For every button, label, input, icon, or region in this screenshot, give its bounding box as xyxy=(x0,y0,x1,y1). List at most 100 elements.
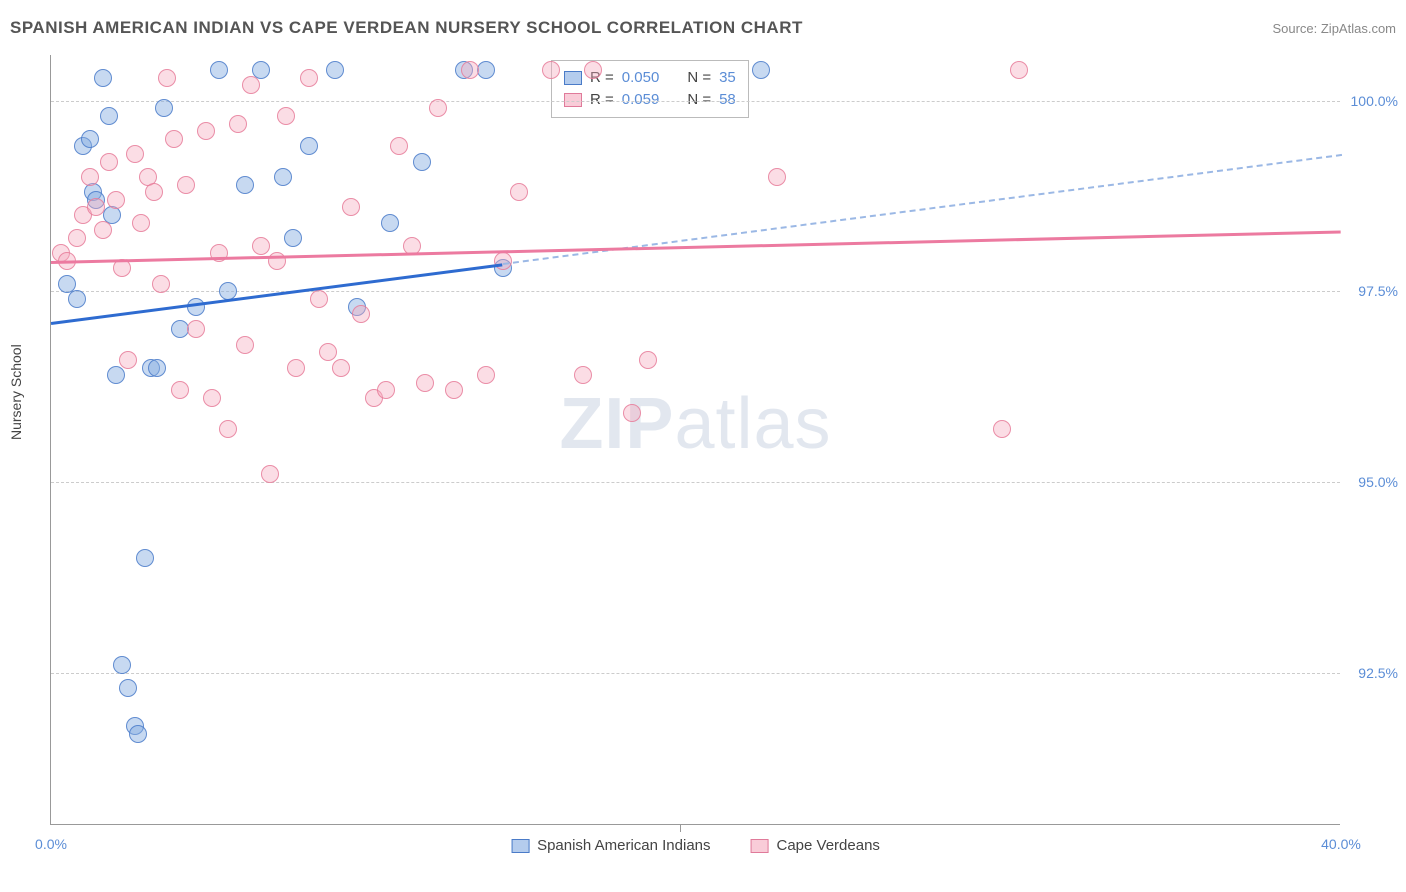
data-point xyxy=(165,130,183,148)
y-axis-label: Nursery School xyxy=(8,344,24,440)
legend-swatch xyxy=(511,839,529,853)
gridline xyxy=(51,101,1340,102)
data-point xyxy=(993,420,1011,438)
data-point xyxy=(177,176,195,194)
data-point xyxy=(187,320,205,338)
correlation-stats-box: R =0.050N =35R =0.059N =58 xyxy=(551,60,749,118)
data-point xyxy=(381,214,399,232)
y-tick-label: 92.5% xyxy=(1358,665,1398,681)
data-point xyxy=(287,359,305,377)
source-label: Source: ZipAtlas.com xyxy=(1272,21,1396,36)
data-point xyxy=(274,168,292,186)
data-point xyxy=(113,656,131,674)
stat-n-value: 35 xyxy=(719,67,736,89)
data-point xyxy=(113,259,131,277)
data-point xyxy=(119,351,137,369)
data-point xyxy=(236,336,254,354)
gridline xyxy=(51,673,1340,674)
data-point xyxy=(100,153,118,171)
data-point xyxy=(332,359,350,377)
data-point xyxy=(132,214,150,232)
data-point xyxy=(1010,61,1028,79)
data-point xyxy=(68,290,86,308)
data-point xyxy=(390,137,408,155)
gridline xyxy=(51,291,1340,292)
data-point xyxy=(145,183,163,201)
data-point xyxy=(87,198,105,216)
data-point xyxy=(510,183,528,201)
data-point xyxy=(413,153,431,171)
legend-swatch xyxy=(751,839,769,853)
data-point xyxy=(119,679,137,697)
data-point xyxy=(100,107,118,125)
data-point xyxy=(494,252,512,270)
data-point xyxy=(284,229,302,247)
data-point xyxy=(300,137,318,155)
data-point xyxy=(416,374,434,392)
data-point xyxy=(623,404,641,422)
data-point xyxy=(310,290,328,308)
data-point xyxy=(542,61,560,79)
legend-swatch xyxy=(564,71,582,85)
data-point xyxy=(136,549,154,567)
trend-line xyxy=(51,230,1341,263)
data-point xyxy=(461,61,479,79)
data-point xyxy=(107,191,125,209)
data-point xyxy=(261,465,279,483)
x-tick xyxy=(680,824,681,832)
gridline xyxy=(51,482,1340,483)
data-point xyxy=(129,725,147,743)
data-point xyxy=(94,221,112,239)
data-point xyxy=(242,76,260,94)
data-point xyxy=(319,343,337,361)
data-point xyxy=(68,229,86,247)
data-point xyxy=(574,366,592,384)
data-point xyxy=(352,305,370,323)
data-point xyxy=(229,115,247,133)
chart-plot-area: ZIPatlas R =0.050N =35R =0.059N =58 Span… xyxy=(50,55,1340,825)
data-point xyxy=(639,351,657,369)
data-point xyxy=(477,366,495,384)
data-point xyxy=(477,61,495,79)
data-point xyxy=(277,107,295,125)
stat-r-value: 0.050 xyxy=(622,67,660,89)
data-point xyxy=(429,99,447,117)
data-point xyxy=(94,69,112,87)
x-tick-label: 0.0% xyxy=(35,836,67,852)
data-point xyxy=(342,198,360,216)
data-point xyxy=(81,130,99,148)
series-legend: Spanish American Indians Cape Verdeans xyxy=(511,837,880,854)
data-point xyxy=(768,168,786,186)
stat-n-label: N = xyxy=(687,67,711,89)
y-tick-label: 100.0% xyxy=(1351,93,1398,109)
data-point xyxy=(107,366,125,384)
data-point xyxy=(197,122,215,140)
data-point xyxy=(219,420,237,438)
legend-label: Cape Verdeans xyxy=(777,837,880,854)
data-point xyxy=(155,99,173,117)
data-point xyxy=(252,237,270,255)
data-point xyxy=(752,61,770,79)
data-point xyxy=(445,381,463,399)
data-point xyxy=(81,168,99,186)
data-point xyxy=(300,69,318,87)
data-point xyxy=(171,381,189,399)
data-point xyxy=(158,69,176,87)
data-point xyxy=(126,145,144,163)
y-tick-label: 97.5% xyxy=(1358,283,1398,299)
legend-item: Spanish American Indians xyxy=(511,837,710,854)
x-tick-label: 40.0% xyxy=(1321,836,1361,852)
watermark: ZIPatlas xyxy=(559,383,831,465)
data-point xyxy=(187,298,205,316)
data-point xyxy=(148,359,166,377)
data-point xyxy=(236,176,254,194)
data-point xyxy=(210,61,228,79)
data-point xyxy=(584,61,602,79)
data-point xyxy=(326,61,344,79)
y-tick-label: 95.0% xyxy=(1358,474,1398,490)
chart-title: SPANISH AMERICAN INDIAN VS CAPE VERDEAN … xyxy=(10,18,803,38)
data-point xyxy=(203,389,221,407)
data-point xyxy=(377,381,395,399)
legend-label: Spanish American Indians xyxy=(537,837,710,854)
legend-item: Cape Verdeans xyxy=(751,837,880,854)
